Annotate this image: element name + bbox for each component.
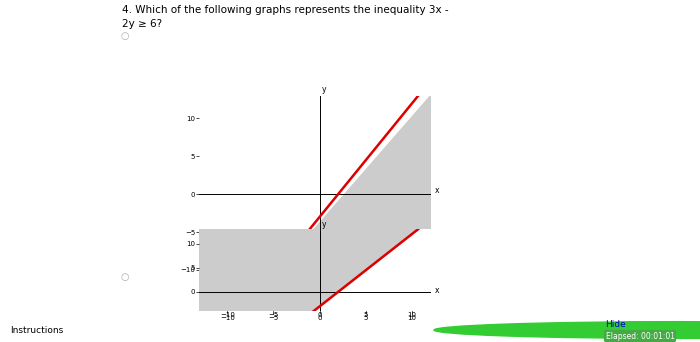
Text: Elapsed: 00:01:01: Elapsed: 00:01:01 [606,331,675,341]
Polygon shape [199,229,418,311]
Text: x: x [435,186,440,195]
Text: 2y ≥ 6?: 2y ≥ 6? [122,19,162,29]
Text: 4. Which of the following graphs represents the inequality 3x -: 4. Which of the following graphs represe… [122,5,449,15]
Text: y: y [322,85,326,94]
Text: ○: ○ [120,272,129,282]
Polygon shape [246,96,430,308]
Circle shape [434,321,700,339]
Text: Hide: Hide [606,319,626,329]
Text: Instructions: Instructions [10,326,64,334]
Text: y: y [322,220,326,229]
Text: x: x [435,287,440,295]
Text: ○: ○ [120,31,129,41]
